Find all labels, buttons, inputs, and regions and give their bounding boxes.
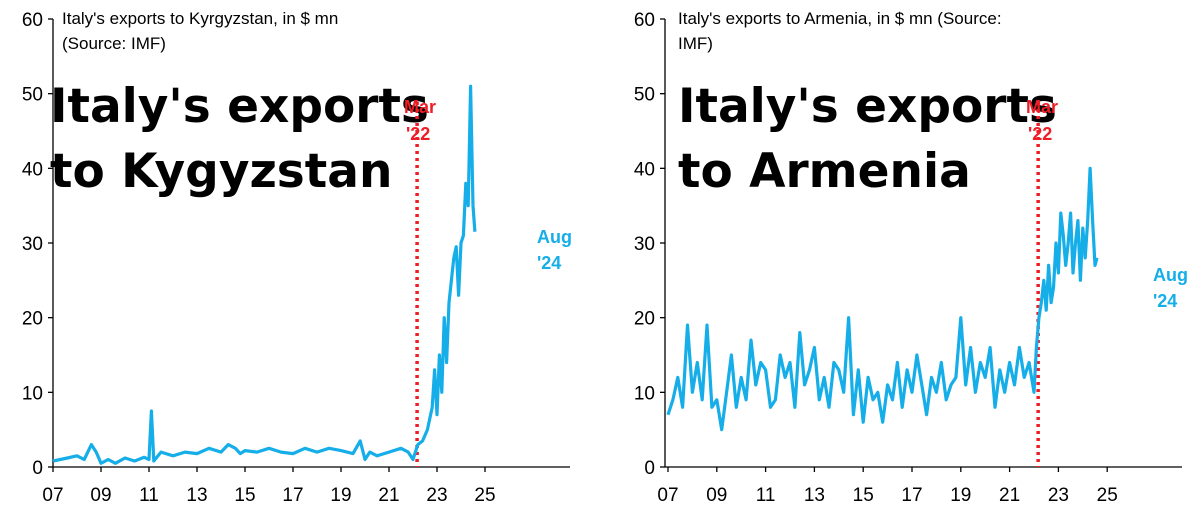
x-tick-label: 23 (426, 485, 447, 506)
series-line-0 (52, 84, 477, 465)
end-label-line1: Aug (537, 227, 572, 247)
series-line-0 (666, 166, 1099, 432)
chart-subtitle-line2: (Source: IMF) (62, 34, 166, 53)
chart-title-line2: to Armenia (678, 144, 971, 199)
end-label-line2: '24 (537, 253, 561, 273)
y-tick-label: 20 (634, 309, 655, 330)
y-tick-label: 40 (22, 159, 43, 180)
chart-title-line1: Italy's exports (50, 79, 429, 134)
chart-subtitle-line2: IMF) (678, 34, 713, 53)
x-tick-label: 19 (330, 485, 351, 506)
chart-armenia: 0 10 20 30 40 50 60 07 09 11 13 15 17 19 21 23 25 Italy's… (634, 9, 1188, 506)
x-tick-label: 13 (186, 485, 207, 506)
y-tick-label: 60 (634, 10, 655, 31)
x-tick-label: 25 (1097, 485, 1118, 506)
x-tick-label: 25 (474, 485, 495, 506)
y-tick-label: 30 (634, 234, 655, 255)
x-tick-label: 19 (950, 485, 971, 506)
chart-title-line2: to Kygyzstan (50, 144, 392, 199)
x-tick-label: 07 (657, 485, 678, 506)
y-tick-label: 20 (22, 309, 43, 330)
x-tick-label: 09 (706, 485, 727, 506)
end-label-line1: Aug (1153, 265, 1188, 285)
y-tick-label: 10 (634, 383, 655, 404)
x-tick-label: 21 (999, 485, 1020, 506)
y-tick-label: 50 (22, 85, 43, 106)
x-tick-label: 11 (139, 485, 159, 506)
x-tick-label: 23 (1048, 485, 1069, 506)
x-tick-label: 13 (804, 485, 825, 506)
marker-label-line1: Mar (1026, 97, 1058, 117)
x-tick-label: 15 (234, 485, 255, 506)
y-tick-label: 30 (22, 234, 43, 255)
y-tick-label: 0 (32, 458, 43, 479)
y-tick-label: 0 (644, 458, 655, 479)
y-tick-label: 50 (634, 85, 655, 106)
chart-kyrgyzstan: 0 10 20 30 40 50 60 07 09 11 13 15 17 19 21 23 25 Italy's… (22, 9, 572, 506)
y-tick-label: 10 (22, 383, 43, 404)
x-tick-label: 11 (756, 485, 776, 506)
y-tick-label: 60 (22, 10, 43, 31)
chart-subtitle-line1: Italy's exports to Armenia, in $ mn (Sou… (678, 9, 1002, 28)
x-tick-label: 21 (378, 485, 399, 506)
chart-subtitle-line1: Italy's exports to Kyrgyzstan, in $ mn (62, 9, 338, 28)
x-tick-label: 09 (90, 485, 111, 506)
x-tick-label: 17 (901, 485, 922, 506)
end-label-line2: '24 (1153, 291, 1177, 311)
x-tick-label: 15 (853, 485, 874, 506)
marker-label-line2: '22 (1028, 124, 1052, 144)
x-tick-label: 17 (282, 485, 303, 506)
marker-label-line2: '22 (406, 124, 430, 144)
chart-title-line1: Italy's exports (678, 79, 1057, 134)
marker-label-line1: Mar (404, 97, 436, 117)
y-tick-label: 40 (634, 159, 655, 180)
x-tick-label: 07 (42, 485, 63, 506)
